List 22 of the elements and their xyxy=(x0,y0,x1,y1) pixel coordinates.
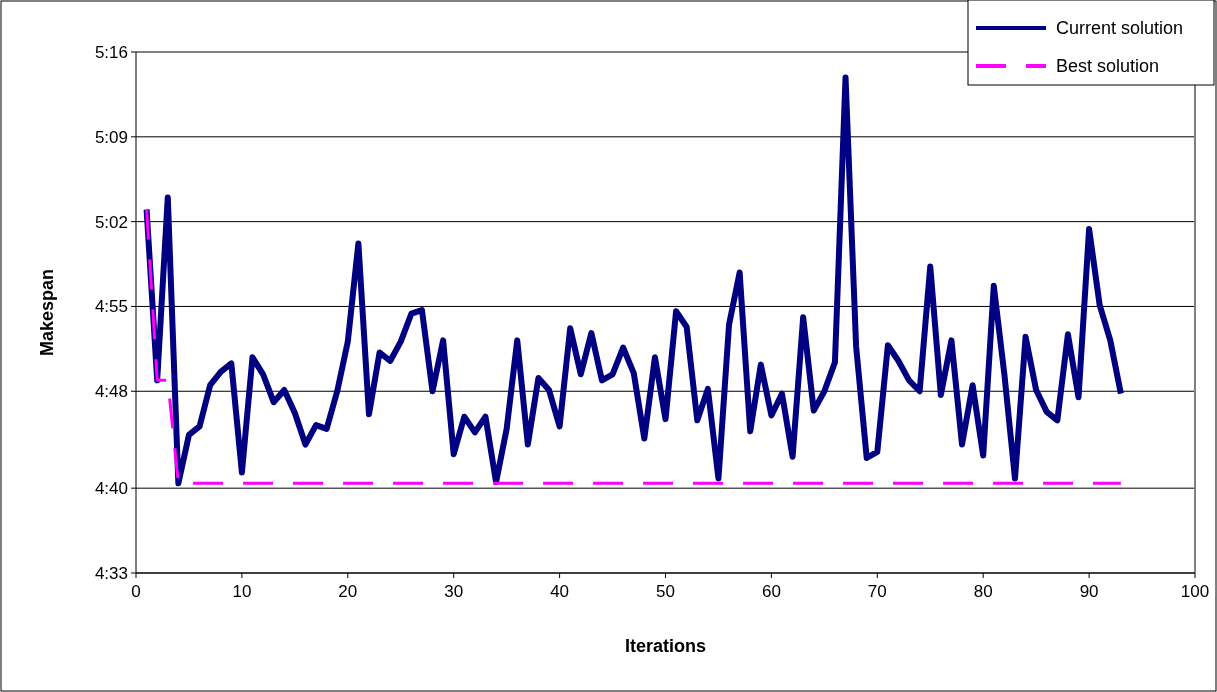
x-tick-label: 100 xyxy=(1180,582,1210,601)
x-tick-label: 80 xyxy=(973,582,993,601)
legend-label: Current solution xyxy=(1056,18,1184,39)
y-tick-label: 4:40 xyxy=(94,479,128,499)
y-tick-label: 5:16 xyxy=(94,42,128,62)
x-tick-label: 10 xyxy=(232,582,252,601)
y-tick-label: 4:48 xyxy=(94,382,128,402)
x-tick-label: 0 xyxy=(131,582,141,601)
x-tick-label: 60 xyxy=(761,582,781,601)
x-tick-label: 70 xyxy=(867,582,887,601)
x-tick-label: 40 xyxy=(550,582,570,601)
y-tick-label: 5:02 xyxy=(94,212,128,232)
x-tick-label: 20 xyxy=(338,582,358,601)
y-axis-title: Makespan xyxy=(37,268,57,357)
y-tick-label: 5:09 xyxy=(94,127,128,147)
y-tick-label: 4:33 xyxy=(94,563,128,583)
x-tick-label: 30 xyxy=(444,582,464,601)
legend-label: Best solution xyxy=(1056,56,1160,77)
x-tick-label: 50 xyxy=(656,582,675,601)
x-axis-title: Iterations xyxy=(624,636,707,656)
x-tick-label: 90 xyxy=(1079,582,1099,601)
y-tick-label: 4:55 xyxy=(94,297,128,317)
